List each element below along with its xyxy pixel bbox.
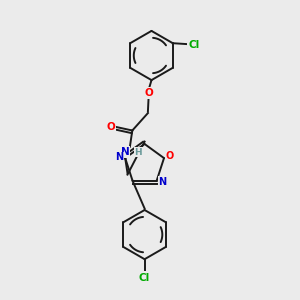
Text: Cl: Cl [188, 40, 200, 50]
Text: Cl: Cl [139, 273, 150, 283]
Text: O: O [106, 122, 115, 132]
Text: N: N [121, 147, 130, 157]
Text: O: O [144, 88, 153, 98]
Text: H: H [134, 148, 142, 157]
Text: O: O [166, 151, 174, 161]
Text: N: N [158, 176, 167, 187]
Text: N: N [115, 152, 123, 163]
